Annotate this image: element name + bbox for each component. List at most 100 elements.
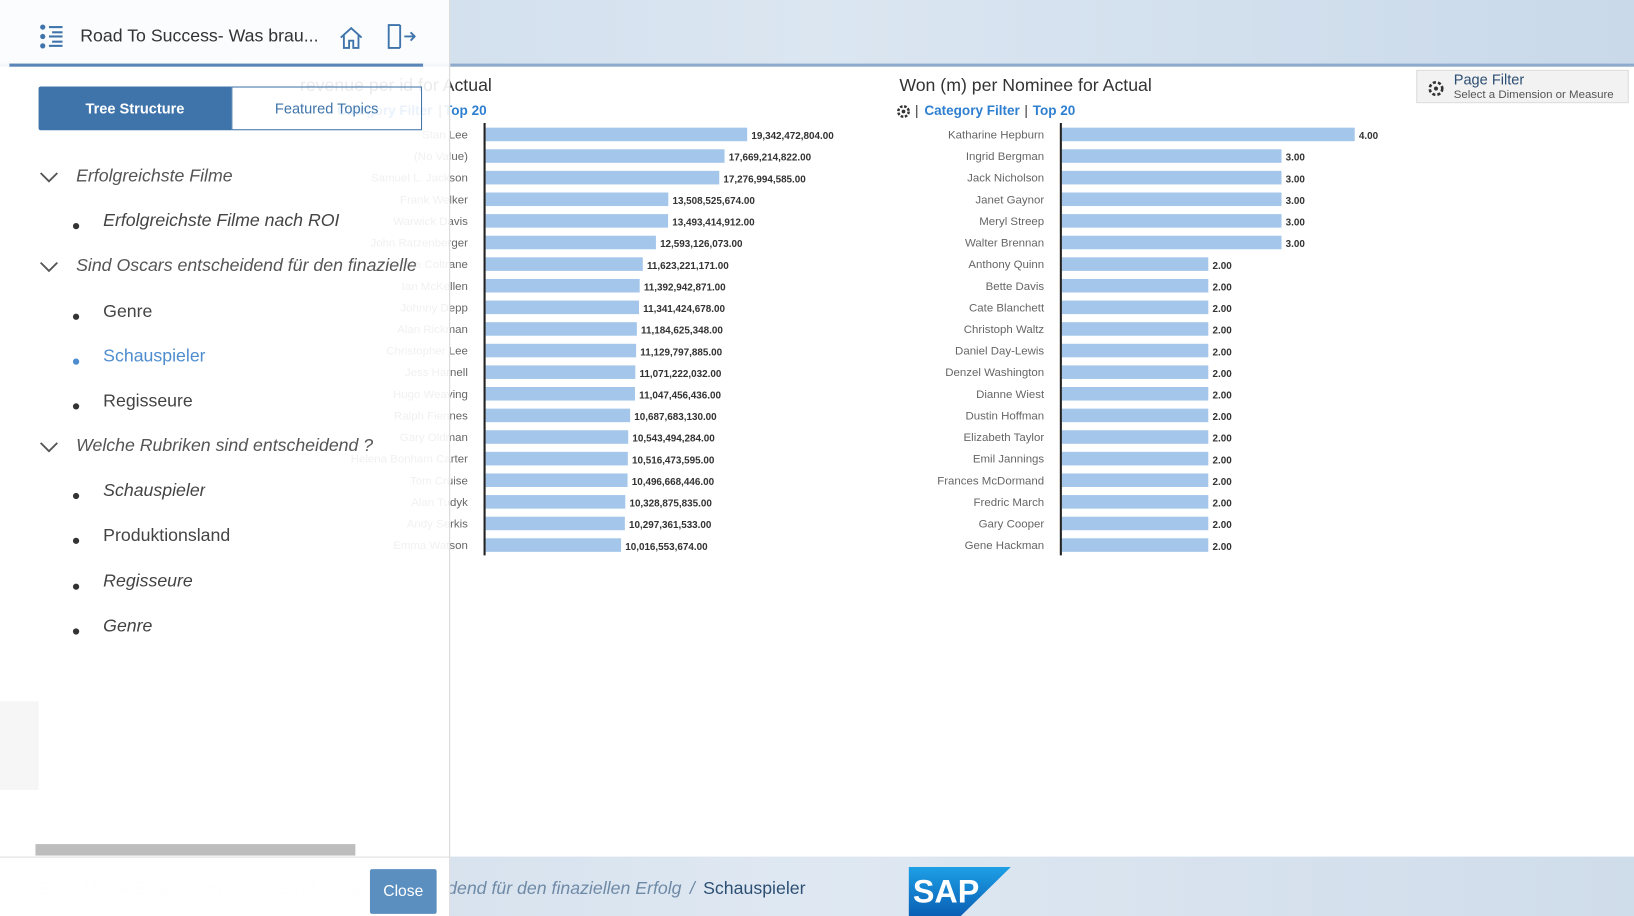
bar — [485, 192, 669, 207]
category-filter[interactable]: Category Filter — [924, 103, 1020, 118]
tab[interactable]: Featured Topics — [231, 86, 423, 131]
chevron — [39, 172, 58, 183]
bar — [1061, 451, 1209, 466]
bullet — [72, 313, 80, 320]
page-filter[interactable]: Page Filter Select a Dimension or Measur… — [1416, 69, 1629, 104]
bar — [1061, 192, 1282, 207]
category-label: Gary Cooper — [979, 519, 1045, 531]
value-label: 11,623,221,171.00 — [647, 261, 729, 272]
bullet — [72, 583, 80, 590]
scrollbar[interactable] — [35, 844, 356, 856]
value-label: 11,129,797,885.00 — [640, 347, 722, 358]
value-label: 3.00 — [1286, 174, 1306, 185]
value-label: 2.00 — [1212, 542, 1232, 553]
logo: SAP — [908, 867, 1011, 916]
category-label: Katharine Hepburn — [948, 130, 1044, 142]
category-label: Cate Blanchett — [969, 302, 1045, 314]
value-label: 13,508,525,674.00 — [672, 196, 755, 207]
close-button[interactable]: Close — [369, 869, 437, 914]
separator: | — [915, 103, 919, 118]
tree-group[interactable]: Erfolgreichste Filme — [76, 165, 233, 186]
category-label: Emil Jannings — [973, 454, 1045, 466]
category-label: Frances McDormand — [937, 475, 1044, 487]
bar — [1061, 343, 1209, 358]
bar — [1061, 387, 1209, 401]
top-n[interactable]: Top 20 — [1033, 103, 1076, 118]
value-label: 2.00 — [1212, 390, 1232, 401]
expand-icon[interactable] — [39, 172, 59, 185]
page-filter-title: Page Filter — [1453, 70, 1525, 88]
chevron — [39, 261, 58, 273]
value-label: 10,496,668,446.00 — [632, 477, 715, 488]
top-n[interactable]: Top 20 — [444, 103, 487, 118]
sidebar: Road To Success- Was brau... Tree Struct… — [0, 0, 451, 916]
value-label: 2.00 — [1212, 261, 1232, 272]
bullet — [72, 628, 80, 635]
value-label: 10,687,683,130.00 — [634, 412, 717, 423]
category-label: Walter Brennan — [965, 238, 1044, 250]
value-label: 10,516,473,595.00 — [632, 455, 715, 466]
bullet — [72, 223, 80, 230]
category-label: Meryl Streep — [979, 216, 1044, 228]
bar — [485, 149, 725, 163]
bar — [485, 127, 748, 142]
bar — [485, 387, 636, 401]
value-label: 2.00 — [1212, 304, 1232, 315]
bar — [1061, 214, 1282, 228]
category-label: Gene Hackman — [965, 540, 1045, 552]
menu-icon[interactable] — [39, 24, 64, 49]
value-label: 2.00 — [1212, 369, 1232, 380]
tree-item[interactable]: Schauspieler — [103, 345, 206, 366]
bar — [485, 516, 625, 531]
bar — [1061, 322, 1209, 336]
expand-icon[interactable] — [39, 261, 59, 275]
value-label: 2.00 — [1212, 455, 1232, 466]
home-icon[interactable] — [339, 25, 364, 50]
value-label: 11,341,424,678.00 — [643, 304, 725, 315]
bar — [485, 170, 720, 185]
side-tab[interactable] — [0, 701, 39, 790]
bar — [1061, 495, 1209, 509]
tree-item[interactable]: Schauspieler — [103, 480, 206, 501]
value-label: 2.00 — [1212, 347, 1232, 358]
filter-icon — [1428, 81, 1444, 97]
tab[interactable]: Tree Structure — [38, 86, 232, 131]
logo-text: SAP — [913, 873, 979, 909]
bar — [1061, 127, 1355, 142]
bar — [485, 214, 669, 228]
bar — [485, 451, 628, 466]
value-label: 11,184,625,348.00 — [641, 326, 723, 337]
header-underline — [9, 63, 424, 67]
value-label: 4.00 — [1359, 131, 1379, 142]
value-label: 3.00 — [1286, 239, 1306, 250]
tree-item[interactable]: Genre — [103, 615, 153, 636]
tree-item[interactable]: Genre — [103, 301, 153, 321]
expand-icon[interactable] — [39, 442, 59, 455]
tree-item[interactable]: Produktionsland — [103, 525, 231, 546]
category-label: Bette Davis — [986, 281, 1045, 293]
tree-item[interactable]: Regisseure — [103, 571, 193, 591]
value-label: 17,669,214,822.00 — [729, 153, 812, 164]
category-label: Denzel Washington — [945, 367, 1044, 379]
exit-icon[interactable] — [387, 23, 416, 50]
bar — [485, 235, 656, 250]
tree-item[interactable]: Erfolgreichste Filme nach ROI — [103, 210, 340, 231]
bar — [1061, 430, 1209, 444]
tree-item[interactable]: Regisseure — [103, 390, 193, 411]
chevron — [39, 442, 58, 453]
bullet — [72, 537, 80, 544]
category-label: Fredric March — [974, 497, 1045, 509]
bar — [485, 365, 636, 379]
breadcrumb-item: Schauspieler — [703, 878, 806, 899]
tree-group[interactable]: Welche Rubriken sind entscheidend ? — [76, 435, 374, 456]
icon-part — [897, 105, 910, 118]
tree-group[interactable]: Sind Oscars entscheidend für den finazie… — [76, 255, 416, 276]
value-label: 11,392,942,871.00 — [644, 282, 726, 293]
value-label: 13,493,414,912.00 — [672, 218, 755, 229]
category-label: Daniel Day-Lewis — [955, 346, 1044, 358]
bar — [1061, 300, 1209, 315]
bar — [485, 538, 622, 552]
